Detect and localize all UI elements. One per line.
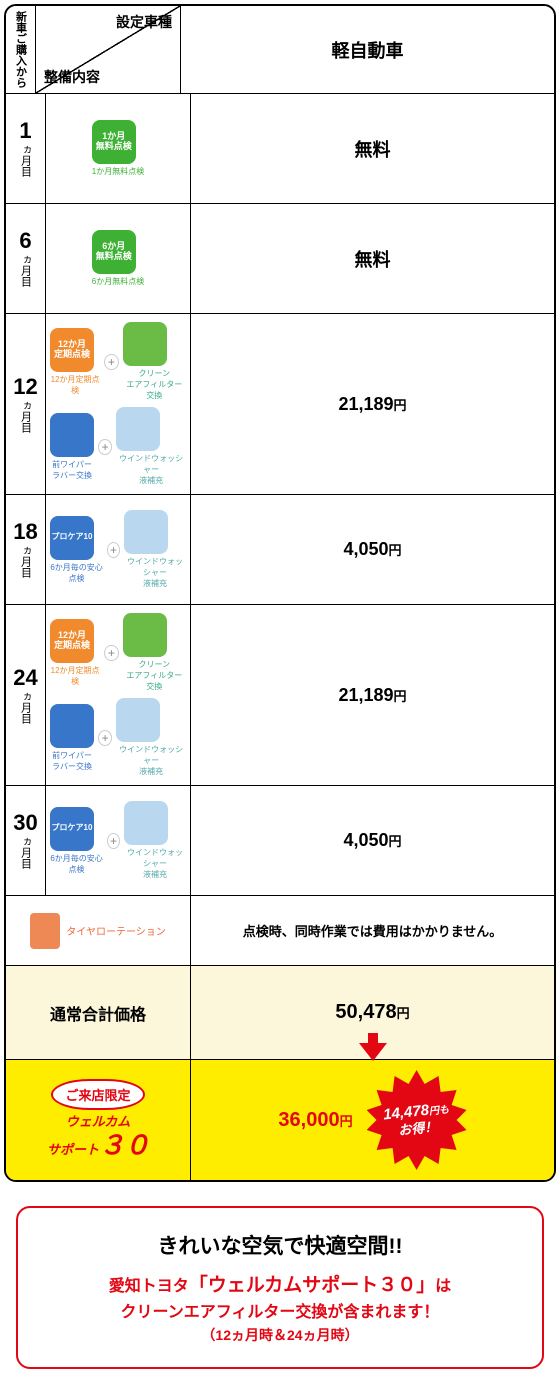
total-price: 50,478円 [191,966,554,1059]
rotation-row: タイヤローテーション 点検時、同時作業では費用はかかりません。 [6,896,554,966]
month-label: ヵ月目 [18,691,34,724]
diagonal-header: 設定車種 整備内容 [36,6,181,93]
rotation-message: 点検時、同時作業では費用はかかりません。 [191,896,554,965]
service-icon [124,510,168,554]
callout-body: 愛知トヨタ「ウェルカムサポート３０」は クリーンエアフィルター交換が含まれます！ [32,1272,528,1325]
header-row: 新車ご購入から 設定車種 整備内容 軽自動車 [6,6,554,94]
service-caption: ウインドウォッシャー 液補充 [124,847,186,880]
service-icon: 1か月 無料点検 [92,120,136,164]
table-row: 1 ヵ月目 1か月 無料点検 1か月無料点検 無料 [6,94,554,204]
table-row: 18 ヵ月目 プロケア106か月毎の安心点検 + ウインドウォッシャー 液補充 … [6,495,554,605]
tire-rotation-icon [30,913,60,949]
promo-price: 36,000円 [278,1109,352,1132]
service-icon [116,698,160,742]
service-caption: 前ワイパー ラバー交換 [50,459,94,481]
price-cell: 21,189円 [191,605,554,785]
price-cell: 4,050円 [191,786,554,895]
vehicle-type-header: 軽自動車 [181,6,554,93]
month-col: 18 ヵ月目 [6,495,46,604]
price-cell: 無料 [191,204,554,313]
month-label: ヵ月目 [18,254,34,287]
service-icon: 12か月 定期点検 [50,619,94,663]
store-only-badge: ご来店限定 [51,1079,144,1110]
plus-icon: + [104,354,118,370]
table-row: 12 ヵ月目 12か月 定期点検12か月定期点検 + クリーン エアフィルター交… [6,314,554,495]
service-icon: 6か月 無料点検 [92,230,136,274]
month-number: 24 [13,667,37,689]
diag-bottom-label: 整備内容 [44,67,100,87]
service-icon [50,413,94,457]
plus-icon: + [107,542,120,558]
service-icon [124,801,168,845]
service-caption: 12か月定期点検 [50,374,100,396]
service-icon: プロケア10 [50,807,94,851]
price-cell: 21,189円 [191,314,554,494]
service-icon [116,407,160,451]
savings-starburst: 14,478円も お得！ [367,1070,467,1170]
service-caption: 12か月定期点検 [50,665,100,687]
service-caption: 6か月無料点検 [92,276,144,287]
month-number: 30 [13,812,37,834]
diag-top-label: 設定車種 [116,12,172,32]
price-cell: 無料 [191,94,554,203]
month-col: 1 ヵ月目 [6,94,46,203]
service-col: 12か月 定期点検12か月定期点検 + クリーン エアフィルター交換 前ワイパー… [46,605,191,785]
callout-heading: きれいな空気で快適空間!! [32,1230,528,1260]
month-label: ヵ月目 [18,545,34,578]
service-col: プロケア106か月毎の安心点検 + ウインドウォッシャー 液補充 [46,495,191,604]
promo-row: ご来店限定 ウェルカム サポート３０ 36,000円 14,478円も お得！ [6,1060,554,1180]
service-caption: 6か月毎の安心点検 [50,853,103,875]
purchase-from-label: 新車ご購入から [6,6,36,93]
total-row: 通常合計価格 50,478円 [6,966,554,1060]
month-number: 18 [13,521,37,543]
month-col: 12 ヵ月目 [6,314,46,494]
service-caption: 前ワイパー ラバー交換 [50,750,94,772]
pricing-table: 新車ご購入から 設定車種 整備内容 軽自動車 1 ヵ月目 1か月 無料点検 1か… [4,4,556,1182]
rotation-label-col: タイヤローテーション [6,896,191,965]
service-col: 1か月 無料点検 1か月無料点検 [46,94,191,203]
month-label: ヵ月目 [18,144,34,177]
table-row: 24 ヵ月目 12か月 定期点検12か月定期点検 + クリーン エアフィルター交… [6,605,554,786]
month-number: 6 [19,230,31,252]
month-label: ヵ月目 [18,400,34,433]
service-caption: ウインドウォッシャー 液補充 [116,744,186,777]
service-caption: ウインドウォッシャー 液補充 [116,453,186,486]
month-col: 6 ヵ月目 [6,204,46,313]
promo-left: ご来店限定 ウェルカム サポート３０ [6,1060,191,1180]
month-number: 1 [19,120,31,142]
price-cell: 4,050円 [191,495,554,604]
month-label: ヵ月目 [18,836,34,869]
arrow-icon [359,1043,387,1061]
plus-icon: + [98,439,112,455]
plus-icon: + [107,833,120,849]
promo-right: 36,000円 14,478円も お得！ [191,1060,554,1180]
service-icon: 12か月 定期点検 [50,328,94,372]
service-col: 6か月 無料点検 6か月無料点検 [46,204,191,313]
service-caption: ウインドウォッシャー 液補充 [124,556,186,589]
total-label: 通常合計価格 [6,966,191,1059]
month-col: 30 ヵ月目 [6,786,46,895]
service-icon [50,704,94,748]
month-number: 12 [13,376,37,398]
plus-icon: + [98,730,112,746]
callout-box: きれいな空気で快適空間!! 愛知トヨタ「ウェルカムサポート３０」は クリーンエア… [16,1206,544,1369]
month-col: 24 ヵ月目 [6,605,46,785]
service-col: プロケア106か月毎の安心点検 + ウインドウォッシャー 液補充 [46,786,191,895]
service-col: 12か月 定期点検12か月定期点検 + クリーン エアフィルター交換 前ワイパー… [46,314,191,494]
service-icon [123,322,167,366]
service-caption: クリーン エアフィルター交換 [123,368,186,401]
table-row: 6 ヵ月目 6か月 無料点検 6か月無料点検 無料 [6,204,554,314]
service-caption: 6か月毎の安心点検 [50,562,103,584]
table-row: 30 ヵ月目 プロケア106か月毎の安心点検 + ウインドウォッシャー 液補充 … [6,786,554,896]
service-icon: プロケア10 [50,516,94,560]
welcome-support-logo: ウェルカム サポート３０ [47,1114,149,1161]
savings-text: 14,478円も お得！ [382,1100,451,1140]
service-caption: 1か月無料点検 [92,166,144,177]
rotation-label: タイヤローテーション [66,923,166,938]
plus-icon: + [104,645,118,661]
service-icon [123,613,167,657]
callout-note: （12ヵ月時＆24ヵ月時） [32,1325,528,1345]
service-caption: クリーン エアフィルター交換 [123,659,186,692]
